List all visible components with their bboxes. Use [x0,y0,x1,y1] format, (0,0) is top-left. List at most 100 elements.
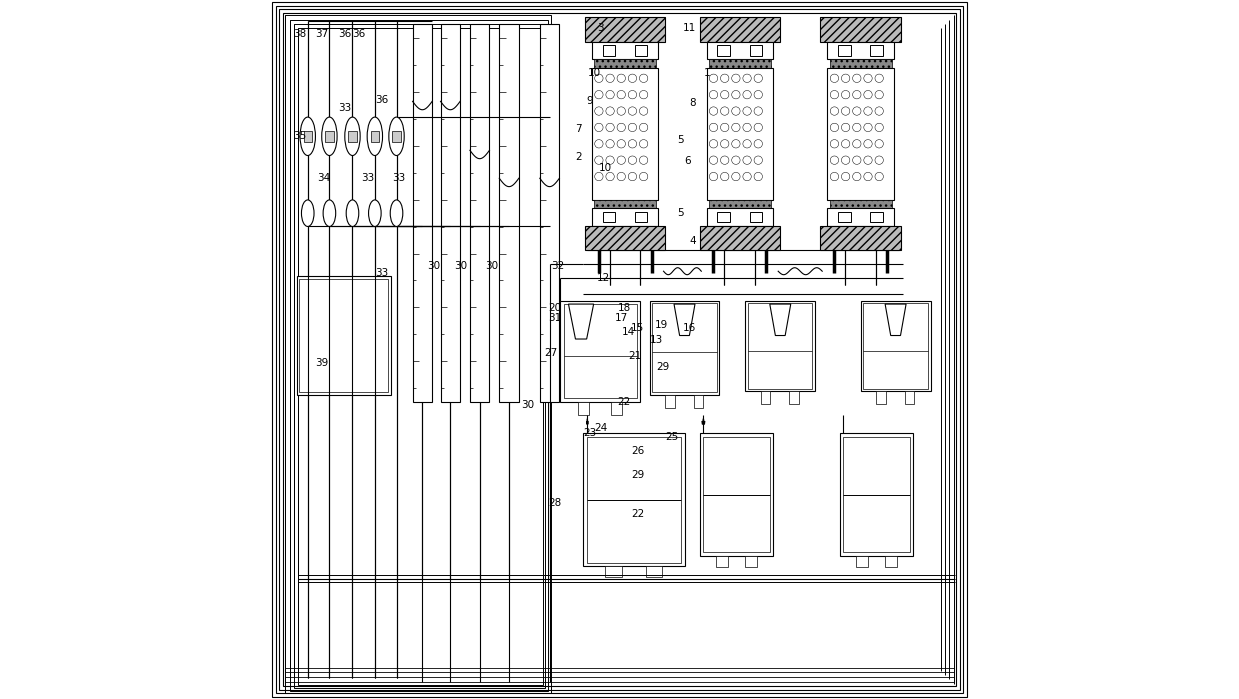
Bar [634,212,648,222]
Text: 2: 2 [575,152,582,162]
Bar [593,200,657,208]
Bar [560,301,641,402]
Bar [611,402,622,415]
Bar [828,68,893,200]
Bar [665,395,675,408]
Polygon shape [569,304,593,339]
Bar [592,68,658,200]
Text: 8: 8 [689,99,696,108]
Bar [649,301,720,395]
Text: 19: 19 [654,320,668,330]
Text: 33: 33 [393,173,405,183]
Text: 16: 16 [683,323,695,333]
Bar [828,42,893,59]
Ellipse shape [323,200,336,226]
Text: 26: 26 [632,446,644,456]
Bar [748,303,813,389]
Bar [348,131,357,142]
Polygon shape [885,304,906,336]
Text: 22: 22 [617,397,631,407]
Ellipse shape [367,117,383,156]
Bar [828,208,893,226]
Text: 17: 17 [616,313,628,323]
Bar [606,566,622,577]
Text: 31: 31 [548,313,561,323]
Bar [700,226,779,250]
Bar [861,301,930,391]
Text: 33: 33 [361,173,374,183]
Bar [296,276,392,395]
Bar [706,68,773,200]
Bar [413,24,432,402]
Text: 12: 12 [597,273,611,283]
Text: 22: 22 [632,509,644,519]
Bar [750,45,762,56]
Bar [717,212,730,222]
Bar [789,391,799,404]
Text: 38: 38 [294,29,306,38]
Text: 24: 24 [595,423,607,433]
Text: 13: 13 [649,335,663,345]
Text: 10: 10 [587,69,601,78]
Bar [830,59,892,68]
Bar [294,24,545,688]
Bar [586,437,681,563]
Text: 33: 33 [375,268,388,278]
Bar [820,226,901,250]
Text: 35: 35 [294,131,306,141]
Bar [370,131,379,142]
Text: 33: 33 [338,103,351,113]
Bar [499,24,519,402]
Bar [839,212,851,222]
Text: 39: 39 [316,359,328,368]
Bar [864,303,928,389]
Text: 18: 18 [618,303,632,312]
Ellipse shape [300,117,316,156]
Bar [844,437,909,552]
Ellipse shape [368,200,382,226]
Text: 21: 21 [628,352,642,361]
Text: 30: 30 [486,261,498,271]
Bar [540,24,559,402]
Bar [746,301,815,391]
Text: 23: 23 [584,428,596,438]
Text: 36: 36 [375,95,388,105]
Bar [585,17,665,42]
Ellipse shape [346,200,359,226]
Bar [717,45,730,56]
Bar [904,391,914,404]
Bar [577,402,589,415]
Bar [470,24,489,402]
Bar [592,208,658,226]
Bar [634,45,648,56]
Bar [876,391,886,404]
Text: 29: 29 [632,470,644,480]
Bar [393,131,400,142]
Ellipse shape [344,117,361,156]
Bar [820,17,901,42]
Bar [750,212,762,222]
Polygon shape [769,304,790,336]
Text: 30: 30 [522,401,535,410]
Bar [706,208,773,226]
Text: 37: 37 [315,29,328,38]
Text: 27: 27 [545,348,558,358]
Bar [830,200,892,208]
Text: 3: 3 [597,23,603,33]
Bar [856,556,867,567]
Text: 20: 20 [548,303,561,312]
Bar [300,279,388,392]
Bar [584,433,684,566]
Text: 30: 30 [453,261,467,271]
Bar [653,303,716,392]
Text: 36: 36 [338,29,351,38]
Bar [709,200,771,208]
Bar [839,45,851,56]
Ellipse shape [322,117,337,156]
Bar [290,20,548,691]
Polygon shape [674,304,695,336]
Bar [709,59,771,68]
Bar [761,391,771,404]
Bar [871,45,883,56]
Ellipse shape [301,200,313,226]
